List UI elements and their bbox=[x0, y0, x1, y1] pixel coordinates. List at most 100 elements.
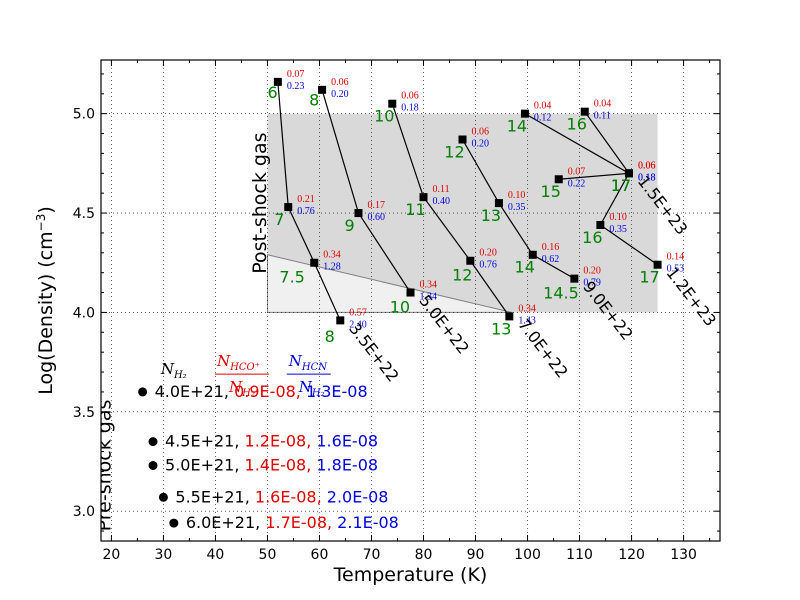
x-tick-label: 100 bbox=[514, 547, 541, 563]
temperature-label: 12 bbox=[444, 142, 464, 161]
temperature-label: 7 bbox=[274, 210, 284, 229]
nh2-value: 4.5E+21, bbox=[165, 432, 245, 451]
x-tick-label: 80 bbox=[415, 547, 433, 563]
y-axis-label-exp: −3 bbox=[34, 214, 48, 232]
hco-ratio-label: 0.11 bbox=[433, 184, 450, 195]
pre-shock-abundance: 4.5E+21, 1.2E-08, 1.6E-08 bbox=[165, 432, 378, 451]
hco-ratio-label: 0.06 bbox=[638, 160, 656, 171]
data-point bbox=[580, 107, 589, 116]
y-tick-label: 4.5 bbox=[73, 206, 95, 222]
hcn-ratio-label: 0.76 bbox=[297, 206, 315, 217]
pre-shock-abundance: 6.0E+21, 1.7E-08, 2.1E-08 bbox=[186, 513, 399, 532]
hcn-ratio-label: 0.22 bbox=[568, 178, 586, 189]
column-density-label: 1.2E+23 bbox=[662, 263, 720, 329]
data-point bbox=[624, 169, 633, 178]
hco-den-main: N bbox=[228, 378, 243, 396]
data-point bbox=[318, 85, 327, 94]
temperature-label: 16 bbox=[582, 228, 602, 247]
y-axis-label: Log(Density) (cm−3) bbox=[34, 206, 57, 395]
pre-shock-abundance: 5.0E+21, 1.4E-08, 1.8E-08 bbox=[165, 455, 378, 474]
pre-shock-point bbox=[148, 437, 158, 447]
data-point bbox=[406, 288, 415, 297]
hcn-ratio-label: 0.60 bbox=[367, 212, 385, 223]
hcn-abundance: 1.3E-08 bbox=[306, 382, 368, 401]
hcn-den-sub: H₂ bbox=[311, 388, 325, 399]
hcn-ratio-label: 0.18 bbox=[401, 103, 419, 114]
hco-ratio-label: 0.21 bbox=[297, 194, 315, 205]
hcn-num-sub: HCN bbox=[301, 362, 328, 373]
hco-ratio-label: 0.04 bbox=[534, 101, 552, 112]
hcn-abundance: 1.6E-08 bbox=[316, 432, 378, 451]
nh2-header: NH₂ bbox=[160, 360, 187, 381]
hcn-ratio-label: 2.40 bbox=[349, 319, 367, 330]
hcn-abundance: 2.0E-08 bbox=[327, 487, 389, 506]
hcn-ratio-label: 0.53 bbox=[667, 264, 685, 275]
hco-ratio-label: 0.07 bbox=[287, 69, 305, 80]
data-point bbox=[528, 250, 537, 259]
hcn-ratio-label: 0.20 bbox=[331, 89, 349, 100]
y-tick-label: 5.0 bbox=[73, 107, 95, 123]
axes-frame bbox=[100, 59, 721, 542]
hco-ratio-label: 0.06 bbox=[401, 91, 419, 102]
temperature-label: 12 bbox=[452, 266, 472, 285]
pre-shock-point bbox=[138, 387, 148, 397]
x-tick-label: 30 bbox=[155, 547, 173, 563]
pre-shock-label: Pre-shock gas bbox=[93, 400, 115, 532]
pre-shock-point bbox=[158, 492, 168, 502]
temperature-label: 6 bbox=[267, 83, 277, 102]
hco-abundance: 1.2E-08, bbox=[245, 432, 317, 451]
x-tick-label: 50 bbox=[259, 547, 277, 563]
hco-numerator: NHCO⁺ bbox=[216, 352, 260, 373]
series-line bbox=[461, 139, 575, 280]
temperature-label: 13 bbox=[481, 206, 501, 225]
hcn-ratio-label: 0.35 bbox=[508, 202, 526, 213]
hco-ratio-label: 0.06 bbox=[472, 127, 490, 138]
hcn-ratio-label: 1.43 bbox=[518, 315, 536, 326]
x-tick-label: 130 bbox=[670, 547, 697, 563]
hcn-ratio-label: 1.28 bbox=[323, 262, 341, 273]
hcn-den-main: N bbox=[298, 378, 313, 396]
hcn-ratio-label: 0.79 bbox=[583, 278, 601, 289]
temperature-label: 9 bbox=[344, 216, 354, 235]
column-density-label: 7.0E+22 bbox=[514, 315, 572, 381]
temperature-label: 7.5 bbox=[279, 268, 304, 287]
temperature-label: 14 bbox=[507, 117, 527, 136]
nh2-value: 4.0E+21, bbox=[155, 382, 235, 401]
hcn-ratio-label: 0.11 bbox=[594, 111, 611, 122]
nh2-value: 6.0E+21, bbox=[186, 513, 266, 532]
data-point bbox=[653, 260, 662, 269]
y-axis-label-main: Log(Density) (cm bbox=[35, 231, 57, 394]
temperature-label: 17 bbox=[611, 176, 631, 195]
y-tick-label: 3.0 bbox=[73, 504, 95, 520]
hco-abundance: 1.6E-08, bbox=[255, 487, 327, 506]
hco-ratio-label: 0.34 bbox=[323, 250, 341, 261]
pre-shock-point bbox=[169, 518, 179, 528]
nh2-header-sub: H₂ bbox=[173, 370, 187, 381]
series-line bbox=[584, 111, 658, 266]
hcn-numerator: NHCN bbox=[288, 352, 328, 373]
series-line bbox=[277, 81, 341, 321]
post-shock-label: Post-shock gas bbox=[249, 132, 271, 273]
temperature-label: 11 bbox=[405, 200, 425, 219]
hcn-ratio-label: 0.76 bbox=[479, 260, 497, 271]
hcn-num-main: N bbox=[288, 352, 303, 370]
temperature-label: 10 bbox=[374, 107, 394, 126]
hcn-ratio-label: 1.34 bbox=[420, 292, 438, 303]
hco-abundance: 1.4E-08, bbox=[245, 455, 317, 474]
temperature-label: 17 bbox=[611, 176, 631, 195]
data-point bbox=[310, 258, 319, 267]
hco-ratio-label: 0.17 bbox=[367, 200, 385, 211]
data-point bbox=[284, 203, 293, 212]
x-tick-label: 40 bbox=[207, 547, 225, 563]
hcn-denominator: NH₂ bbox=[298, 378, 325, 399]
nh2-value: 5.5E+21, bbox=[175, 487, 255, 506]
hco-abundance: 0.9E-08, bbox=[234, 382, 306, 401]
series-line bbox=[391, 103, 510, 317]
data-point bbox=[336, 316, 345, 325]
x-tick-label: 60 bbox=[311, 547, 329, 563]
temperature-label: 14 bbox=[515, 258, 535, 277]
y-tick-label: 4.0 bbox=[73, 305, 95, 321]
pre-shock-abundance: 5.5E+21, 1.6E-08, 2.0E-08 bbox=[175, 487, 388, 506]
data-point bbox=[554, 175, 563, 184]
hco-ratio-label: 0.34 bbox=[518, 303, 536, 314]
